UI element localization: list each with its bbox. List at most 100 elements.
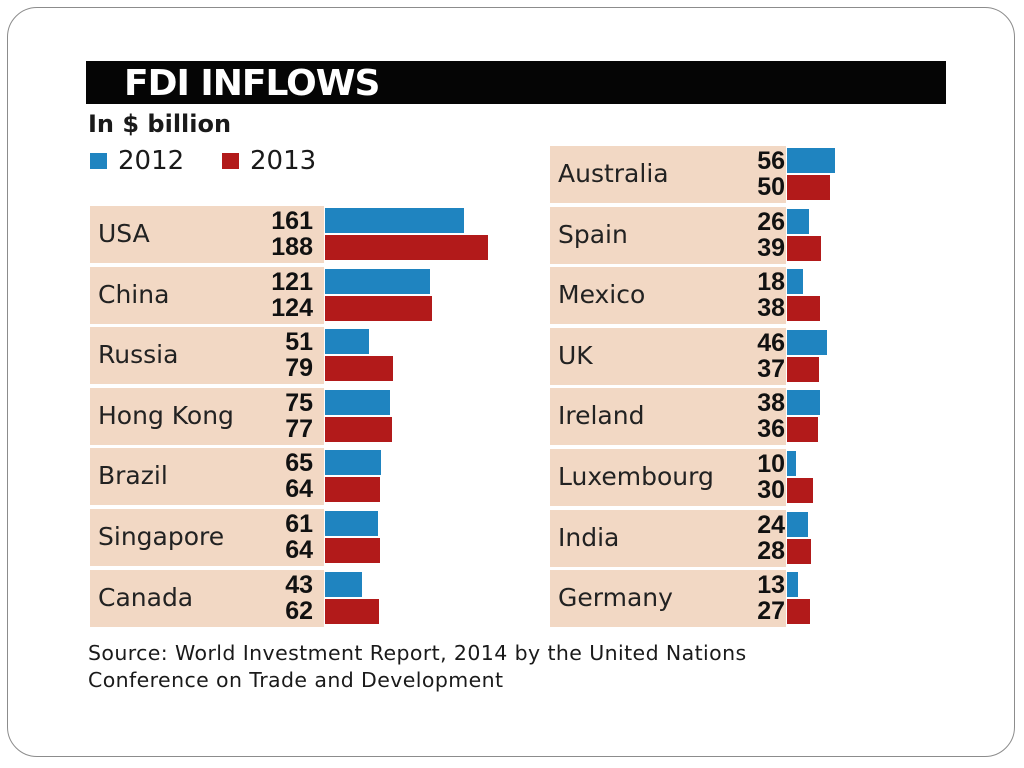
data-label-russia-2012: 51 [285,328,313,356]
country-label-singapore: Singapore [98,522,225,551]
bar-india-2013 [787,539,811,564]
bar-germany-2012 [787,572,798,597]
country-label-australia: Australia [558,159,669,188]
legend-label-2013: 2013 [250,146,317,176]
data-label-luxembourg-2012: 10 [757,450,785,478]
bar-hong-kong-2013 [325,417,392,442]
bar-china-2012 [325,269,430,294]
data-label-usa-2012: 161 [271,207,313,235]
row-usa: USA 161 188 [90,206,524,263]
bar-luxembourg-2013 [787,478,813,503]
row-background [550,510,786,567]
row-background [550,388,786,445]
row-india: India 24 28 [550,510,986,567]
data-label-germany-2013: 27 [757,597,785,625]
row-ireland: Ireland 38 36 [550,388,986,445]
bar-germany-2013 [787,599,810,624]
row-china: China 121 124 [90,267,524,324]
data-label-mexico-2012: 18 [757,268,785,296]
bar-singapore-2013 [325,538,380,563]
source-note: Source: World Investment Report, 2014 by… [88,640,747,694]
data-label-ireland-2013: 36 [757,415,785,443]
data-label-ireland-2012: 38 [757,389,785,417]
data-label-singapore-2013: 64 [285,536,313,564]
data-label-uk-2012: 46 [757,329,785,357]
country-label-luxembourg: Luxembourg [558,462,714,491]
country-label-hong-kong: Hong Kong [98,401,234,430]
row-australia: Australia 56 50 [550,146,986,203]
row-background [90,206,324,263]
bar-uk-2012 [787,330,827,355]
bar-canada-2013 [325,599,379,624]
row-russia: Russia 51 79 [90,327,524,384]
source-line-2: Conference on Trade and Development [88,668,504,692]
data-label-china-2012: 121 [271,268,313,296]
data-label-brazil-2012: 65 [285,449,313,477]
row-germany: Germany 13 27 [550,570,986,627]
row-background [90,509,324,566]
source-line-1: Source: World Investment Report, 2014 by… [88,641,747,665]
chart-title: FDI INFLOWS [124,63,380,104]
row-background [90,570,324,627]
country-label-germany: Germany [558,583,673,612]
data-label-india-2012: 24 [757,511,785,539]
bar-russia-2012 [325,329,369,354]
country-label-india: India [558,523,620,552]
row-hong-kong: Hong Kong 75 77 [90,388,524,445]
bar-spain-2012 [787,209,809,234]
country-label-china: China [98,280,170,309]
bar-hong-kong-2012 [325,390,390,415]
row-mexico: Mexico 18 38 [550,267,986,324]
bar-china-2013 [325,296,432,321]
bar-india-2012 [787,512,808,537]
row-singapore: Singapore 61 64 [90,509,524,566]
row-background [90,267,324,324]
row-background [550,146,786,203]
bar-russia-2013 [325,356,393,381]
row-background [550,207,786,264]
data-label-russia-2013: 79 [285,354,313,382]
country-label-brazil: Brazil [98,461,168,490]
bar-brazil-2013 [325,477,380,502]
row-background [90,327,324,384]
bar-singapore-2012 [325,511,378,536]
bar-usa-2012 [325,208,464,233]
bar-mexico-2013 [787,296,820,321]
bar-australia-2013 [787,175,830,200]
data-label-uk-2013: 37 [757,355,785,383]
country-label-russia: Russia [98,340,179,369]
title-bar: FDI INFLOWS [86,61,946,104]
row-spain: Spain 26 39 [550,207,986,264]
data-label-singapore-2012: 61 [285,510,313,538]
country-label-mexico: Mexico [558,280,646,309]
row-uk: UK 46 37 [550,328,986,385]
data-label-india-2013: 28 [757,537,785,565]
bar-australia-2012 [787,148,835,173]
bar-spain-2013 [787,236,821,261]
data-label-mexico-2013: 38 [757,294,785,322]
data-label-hong-kong-2013: 77 [285,415,313,443]
country-label-uk: UK [558,341,593,370]
data-label-spain-2013: 39 [757,234,785,262]
row-background [550,449,786,506]
row-background [550,267,786,324]
bar-ireland-2013 [787,417,818,442]
legend-swatch-2012 [90,153,107,169]
row-canada: Canada 43 62 [90,570,524,627]
data-label-germany-2012: 13 [757,571,785,599]
country-label-spain: Spain [558,220,628,249]
row-background [550,328,786,385]
data-label-australia-2012: 56 [757,147,785,175]
country-label-ireland: Ireland [558,401,645,430]
data-label-hong-kong-2012: 75 [285,389,313,417]
row-background [90,448,324,505]
row-background [550,570,786,627]
data-label-brazil-2013: 64 [285,475,313,503]
data-label-china-2013: 124 [271,294,313,322]
data-label-canada-2013: 62 [285,597,313,625]
data-label-canada-2012: 43 [285,571,313,599]
bar-mexico-2012 [787,269,803,294]
data-label-usa-2013: 188 [271,233,313,261]
legend-label-2012: 2012 [118,146,185,176]
country-label-canada: Canada [98,583,194,612]
